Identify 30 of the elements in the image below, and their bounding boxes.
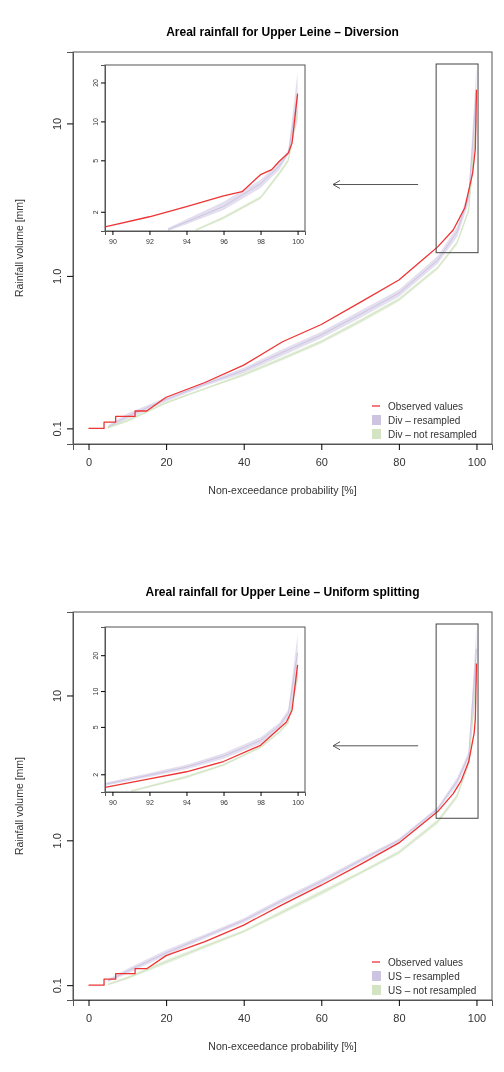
x-axis-title: Non-exceedance probability [%] [208, 484, 357, 496]
x-tick-label: 100 [467, 456, 487, 469]
legend-label: Observed values [388, 957, 464, 968]
y-tick-label: 1.0 [51, 268, 63, 285]
y-tick-label: 0.1 [51, 978, 63, 994]
x-tick-label: 40 [238, 456, 251, 469]
legend-label: US – not resampled [388, 985, 477, 996]
x-tick-label: 0 [85, 456, 93, 469]
y-axis-title: Rainfall volume [mm] [13, 756, 25, 856]
chart-title: Areal rainfall for Upper Leine – Diversion [166, 25, 399, 39]
y-tick-label: 10 [51, 117, 63, 131]
x-tick-label: 20 [160, 1012, 173, 1025]
legend-label: Observed values [388, 401, 464, 412]
x-tick-label: 80 [393, 456, 406, 469]
y-axis-title: Rainfall volume [mm] [13, 198, 25, 298]
x-tick-label: 100 [467, 1012, 487, 1025]
legend-label: US – resampled [388, 971, 460, 982]
legend-label: Div – not resampled [388, 429, 477, 440]
x-tick-label: 60 [315, 1012, 328, 1025]
x-tick-label: 20 [160, 456, 173, 469]
y-tick-label: 1.0 [51, 833, 63, 849]
y-tick-label: 10 [51, 689, 63, 703]
chart-title: Areal rainfall for Upper Leine – Uniform splitting [145, 585, 420, 599]
x-tick-label: 0 [85, 1012, 93, 1025]
x-tick-label: 80 [393, 1012, 406, 1025]
x-tick-label: 40 [238, 1012, 251, 1025]
legend-label: Div – resampled [388, 415, 461, 426]
y-tick-label: 0.1 [51, 421, 63, 437]
x-tick-label: 60 [315, 456, 328, 469]
x-axis-title: Non-exceedance probability [%] [208, 1040, 357, 1052]
